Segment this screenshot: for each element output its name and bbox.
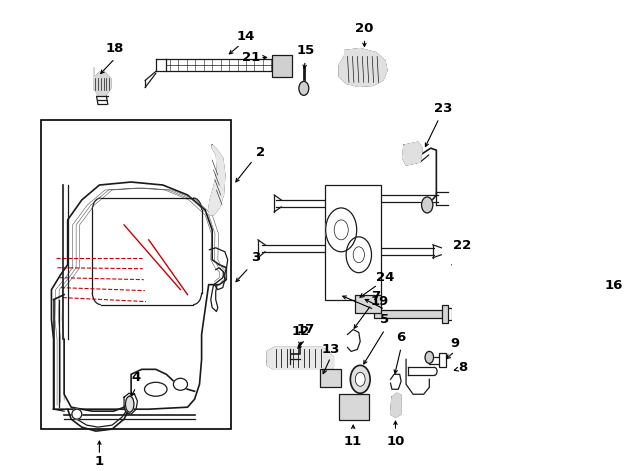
Ellipse shape: [72, 409, 82, 419]
Text: 6: 6: [397, 331, 406, 344]
Bar: [41, 120, 231, 429]
Text: 22: 22: [453, 239, 472, 252]
Text: 2: 2: [255, 146, 265, 159]
Polygon shape: [209, 145, 225, 215]
Text: 16: 16: [605, 279, 623, 292]
Text: 5: 5: [380, 313, 390, 326]
Polygon shape: [403, 142, 422, 165]
Text: 3: 3: [252, 251, 260, 264]
Circle shape: [355, 372, 365, 386]
Polygon shape: [267, 348, 333, 371]
Text: 19: 19: [371, 295, 389, 308]
Text: 23: 23: [434, 102, 452, 115]
Text: 11: 11: [344, 435, 362, 447]
Text: 17: 17: [296, 323, 314, 336]
Text: 10: 10: [387, 435, 404, 447]
Circle shape: [425, 351, 433, 363]
Text: 14: 14: [237, 30, 255, 43]
Ellipse shape: [173, 378, 188, 390]
Bar: [374, 309, 445, 317]
Polygon shape: [390, 393, 401, 417]
Text: 13: 13: [321, 343, 340, 356]
Bar: [339, 394, 369, 420]
Ellipse shape: [145, 382, 167, 396]
Text: 24: 24: [376, 271, 394, 284]
Circle shape: [353, 247, 364, 263]
Ellipse shape: [125, 396, 134, 412]
Bar: [272, 56, 292, 77]
Bar: [320, 369, 341, 387]
Circle shape: [334, 220, 348, 240]
Text: 20: 20: [355, 22, 374, 35]
Text: 15: 15: [296, 44, 314, 57]
Bar: [442, 305, 447, 323]
Text: 9: 9: [450, 337, 460, 350]
Text: 7: 7: [371, 290, 380, 303]
Circle shape: [350, 365, 370, 393]
Circle shape: [422, 197, 433, 213]
Text: 21: 21: [242, 51, 260, 64]
Circle shape: [346, 237, 371, 273]
Circle shape: [326, 208, 356, 252]
Text: 8: 8: [458, 361, 468, 374]
Text: 1: 1: [95, 455, 104, 469]
Circle shape: [299, 81, 308, 95]
Bar: [325, 185, 381, 300]
Polygon shape: [93, 68, 111, 97]
Polygon shape: [339, 49, 387, 86]
Text: 4: 4: [131, 371, 141, 384]
Text: 18: 18: [106, 42, 124, 55]
Text: 12: 12: [291, 325, 309, 338]
Bar: [355, 295, 381, 313]
Bar: [439, 353, 446, 367]
